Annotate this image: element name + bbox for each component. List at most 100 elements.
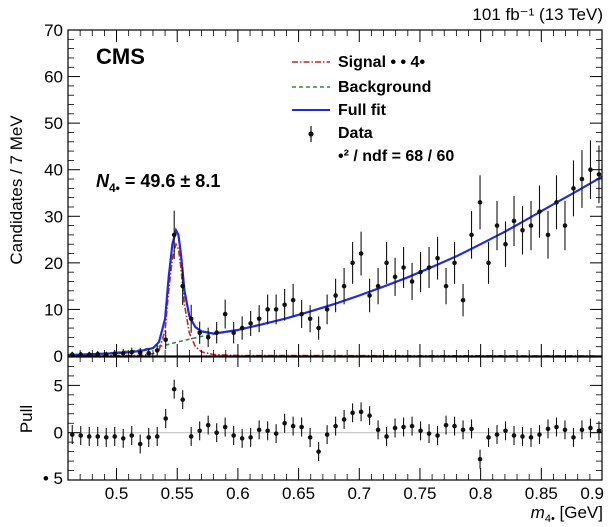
legend: Signal • • 4• Background Full fit Data •…	[292, 54, 454, 165]
data-point	[537, 209, 542, 214]
data-point	[545, 232, 551, 238]
pull-point	[86, 434, 92, 439]
data-point	[299, 311, 304, 317]
pull-point	[409, 423, 415, 429]
data-point	[520, 227, 525, 233]
x-tick-label: 0.6	[226, 484, 250, 503]
pull-point	[171, 386, 177, 392]
data-point	[171, 232, 177, 238]
yield-value: = 49.6 ± 8.1	[120, 171, 220, 191]
y-tick-label: 0	[54, 347, 63, 366]
pull-point	[205, 422, 211, 428]
pull-point	[350, 410, 355, 416]
pull-axis-label: Pull	[17, 405, 36, 433]
fit-panel: 0 10 20 30 40 50 60 70 Candidates / 7 MeV CMS N…	[7, 21, 603, 366]
pull-point	[562, 427, 568, 433]
pull-point	[384, 434, 389, 439]
pull-point	[137, 441, 143, 447]
pull-point	[511, 433, 517, 438]
data-point	[367, 293, 372, 298]
yield-subscript: 4•	[109, 181, 120, 195]
data-point	[596, 172, 602, 177]
pull-point	[486, 435, 491, 440]
pull-point	[494, 432, 500, 437]
data-point	[503, 241, 508, 247]
data-point	[120, 350, 126, 356]
data-point	[494, 223, 500, 228]
x-axis-label: m4• [GeV]	[531, 503, 603, 525]
legend-data-marker	[308, 131, 314, 137]
pull-point	[273, 431, 279, 436]
pull-point	[112, 434, 118, 439]
data-point	[443, 283, 449, 289]
data-point	[205, 335, 211, 340]
y-tick-label: 30	[44, 207, 63, 226]
pull-point	[435, 433, 440, 438]
pull-point	[265, 428, 270, 434]
signal-yield: N4• = 49.6 ± 8.1	[96, 171, 220, 195]
data-point	[146, 350, 152, 356]
pull-point	[197, 428, 202, 434]
pull-point	[358, 409, 364, 415]
data-point	[222, 311, 228, 317]
pull-point	[290, 423, 296, 429]
x-tick-label: 0.5	[105, 484, 129, 503]
pull-point	[418, 428, 423, 434]
pull-point	[180, 397, 185, 402]
data-point	[460, 297, 466, 303]
data-point	[528, 223, 534, 228]
data-point	[571, 186, 576, 191]
data-point	[265, 307, 270, 312]
data-point	[256, 316, 262, 322]
data-point	[469, 232, 474, 238]
data-point	[154, 348, 160, 353]
pull-point	[520, 434, 525, 439]
data-point	[129, 349, 135, 355]
signal-curve	[67, 241, 603, 357]
data-point	[290, 297, 296, 303]
legend-chi2: •² / ndf = 68 / 60	[338, 148, 454, 165]
pull-point	[537, 432, 542, 437]
data-point	[579, 176, 585, 182]
data-point	[486, 260, 491, 266]
legend-background: Background	[338, 79, 431, 96]
yield-symbol: N	[96, 171, 110, 191]
pull-point	[554, 424, 559, 430]
data-point	[401, 265, 406, 270]
pull-point	[324, 432, 330, 437]
data-point	[231, 330, 236, 336]
data-point	[188, 316, 194, 322]
data-point	[282, 302, 287, 308]
pull-point	[239, 436, 245, 441]
pull-point	[452, 423, 457, 429]
data-point	[358, 251, 364, 256]
pull-point	[316, 449, 321, 454]
data-point	[180, 283, 185, 289]
legend-data: Data	[338, 125, 373, 142]
pull-point	[375, 427, 381, 433]
data-point	[426, 265, 432, 270]
data-point	[316, 325, 321, 331]
data-point	[554, 200, 559, 205]
pull-point	[222, 424, 228, 430]
y-axis-label: Candidates / 7 MeV	[7, 115, 26, 265]
pull-point	[367, 413, 372, 418]
pull-point	[188, 434, 194, 439]
pull-point	[477, 456, 483, 462]
data-point	[435, 255, 440, 261]
pull-y-tick-label: 0	[54, 424, 63, 443]
x-axis-symbol: m	[531, 503, 545, 522]
pull-point	[426, 431, 432, 436]
y-tick-label: 20	[44, 254, 63, 273]
pull-point	[401, 424, 406, 430]
data-point	[163, 337, 168, 343]
pull-panel: • 5 0 5 0.5 0.55 0.6 0.65 0.7 0.75 0.8 0.85 0.9 Pu…	[17, 356, 604, 525]
data-point	[384, 260, 389, 266]
pull-point	[78, 433, 84, 438]
pull-point	[248, 435, 253, 440]
data-point	[214, 330, 219, 336]
pull-point	[129, 433, 135, 438]
data-point	[248, 321, 253, 326]
full-fit-curve	[67, 175, 603, 356]
pull-point	[596, 428, 602, 434]
